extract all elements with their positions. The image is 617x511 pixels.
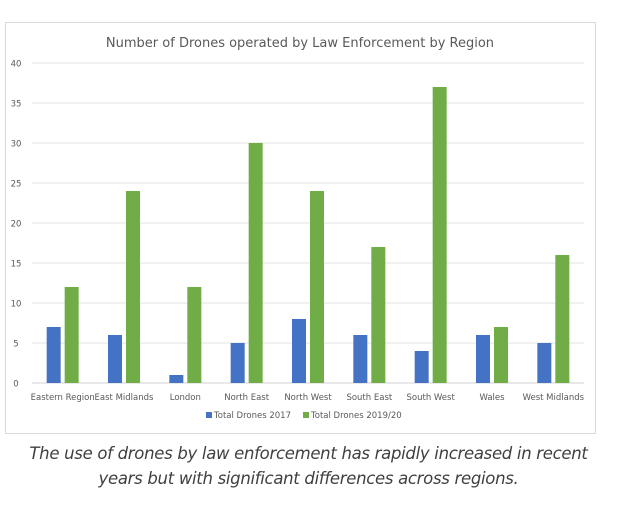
y-tick-label: 20 [11, 220, 22, 230]
figure-caption: The use of drones by law enforcement has… [0, 441, 617, 491]
y-tick-label: 35 [11, 100, 22, 110]
gridlines [32, 62, 584, 384]
y-tick-label: 25 [11, 180, 22, 190]
bar-chart: Number of Drones operated by Law Enforce… [11, 36, 585, 421]
bar-total-drones-2017 [537, 343, 552, 383]
bar-total-drones-2017 [46, 327, 61, 383]
bar-total-drones-2019-20 [310, 191, 324, 383]
bar-total-drones-2019-20 [555, 255, 570, 383]
bar-total-drones-2019-20 [248, 143, 263, 383]
y-tick-label: 5 [13, 340, 18, 350]
y-axis-tick-labels: 0 5 10 15 20 25 30 35 40 [11, 60, 22, 390]
caption-line-2: years but with significant differences a… [98, 469, 519, 488]
x-tick-label: South East [346, 393, 392, 403]
bar-total-drones-2017 [476, 335, 490, 383]
legend-label: Total Drones 2017 [213, 411, 291, 421]
x-tick-label: Eastern Region [31, 393, 95, 403]
legend-swatch [303, 412, 309, 418]
bar-total-drones-2019-20 [187, 287, 202, 383]
bar-total-drones-2017 [353, 335, 368, 383]
chart-title: Number of Drones operated by Law Enforce… [106, 36, 494, 51]
bar-total-drones-2019-20 [64, 287, 79, 383]
y-tick-label: 30 [11, 140, 22, 150]
y-tick-label: 0 [13, 380, 18, 390]
bar-total-drones-2019-20 [126, 191, 140, 383]
legend: Total Drones 2017 Total Drones 2019/20 [206, 411, 402, 421]
bar-total-drones-2017 [292, 319, 306, 383]
x-tick-label: South West [407, 393, 456, 403]
legend-label: Total Drones 2019/20 [310, 411, 402, 421]
bar-total-drones-2019-20 [371, 247, 386, 383]
x-tick-label: East Midlands [95, 393, 154, 403]
y-tick-label: 40 [11, 60, 22, 70]
bar-total-drones-2019-20 [494, 327, 508, 383]
y-tick-label: 15 [11, 260, 22, 270]
x-tick-label: London [170, 393, 201, 403]
x-axis-tick-labels: Eastern Region East Midlands London North E… [31, 393, 585, 403]
bar-total-drones-2017 [169, 375, 184, 383]
bar-total-drones-2017 [108, 335, 122, 383]
bar-total-drones-2017 [414, 351, 429, 383]
bar-total-drones-2019-20 [432, 87, 447, 383]
bar-total-drones-2017 [230, 343, 245, 383]
bars [46, 87, 570, 383]
x-tick-label: West Midlands [523, 393, 585, 403]
x-tick-label: Wales [479, 393, 505, 403]
x-tick-label: North East [224, 393, 269, 403]
x-tick-label: North West [284, 393, 332, 403]
y-tick-label: 10 [11, 300, 22, 310]
legend-swatch [206, 412, 212, 418]
caption-line-1: The use of drones by law enforcement has… [29, 444, 588, 463]
